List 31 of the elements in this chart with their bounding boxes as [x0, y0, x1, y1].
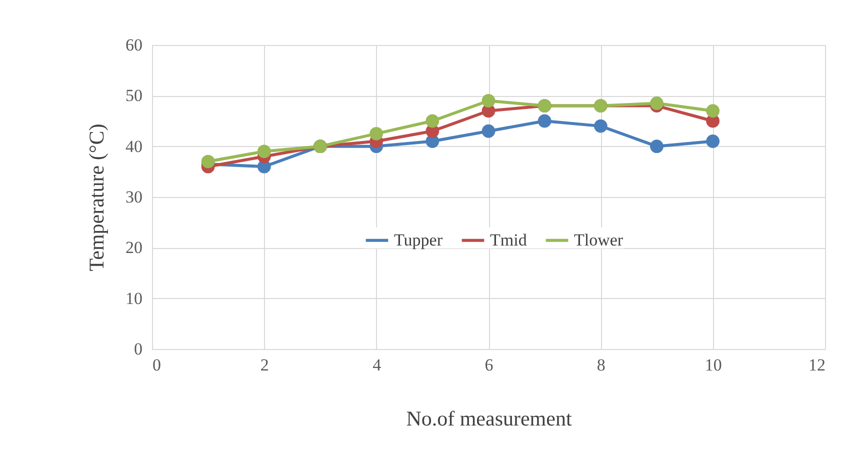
point: [706, 134, 720, 148]
y-tick-label: 20: [126, 238, 142, 258]
x-tick-label: 8: [596, 356, 606, 374]
point: [538, 114, 552, 128]
x-tick-label: 0: [152, 356, 161, 374]
legend-label: Tlower: [574, 230, 624, 250]
point: [594, 119, 608, 133]
y-tick-label: 10: [126, 288, 142, 308]
point: [201, 154, 215, 168]
legend-label: Tmid: [490, 230, 528, 250]
point: [650, 96, 664, 110]
x-tick-label: 6: [484, 356, 494, 374]
y-tick-label: 40: [126, 136, 142, 156]
y-tick-label: 30: [126, 188, 142, 206]
y-axis-title: Temperature (°C): [84, 124, 108, 272]
x-tick-label: 4: [372, 356, 382, 374]
y-tick-label: 60: [126, 36, 142, 54]
legend-label: Tupper: [394, 230, 443, 250]
point: [650, 140, 664, 154]
point: [257, 144, 271, 158]
point: [706, 104, 720, 118]
x-tick-label: 2: [260, 356, 269, 374]
x-tick-label: 10: [704, 356, 722, 374]
x-axis-title: No.of measurement: [406, 406, 572, 430]
point: [482, 94, 496, 108]
x-tick-label: 12: [808, 356, 826, 374]
point: [426, 114, 440, 128]
y-tick-label: 50: [126, 86, 142, 106]
y-tick-label: 0: [134, 340, 142, 358]
point: [370, 126, 384, 140]
point: [482, 124, 496, 138]
